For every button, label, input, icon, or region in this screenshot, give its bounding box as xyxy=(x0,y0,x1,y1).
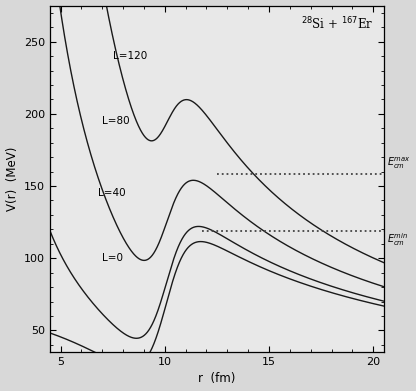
Text: L=0: L=0 xyxy=(102,253,123,263)
Text: $E_{cm}^{min}$: $E_{cm}^{min}$ xyxy=(387,231,408,248)
Text: L=120: L=120 xyxy=(113,51,147,61)
Text: $E_{cm}^{max}$: $E_{cm}^{max}$ xyxy=(387,156,411,171)
Text: $^{28}$Si + $^{167}$Er: $^{28}$Si + $^{167}$Er xyxy=(301,16,374,32)
Y-axis label: V(r)  (MeV): V(r) (MeV) xyxy=(5,147,19,211)
Text: L=40: L=40 xyxy=(98,188,126,198)
X-axis label: r  (fm): r (fm) xyxy=(198,373,235,386)
Text: L=80: L=80 xyxy=(102,116,130,126)
